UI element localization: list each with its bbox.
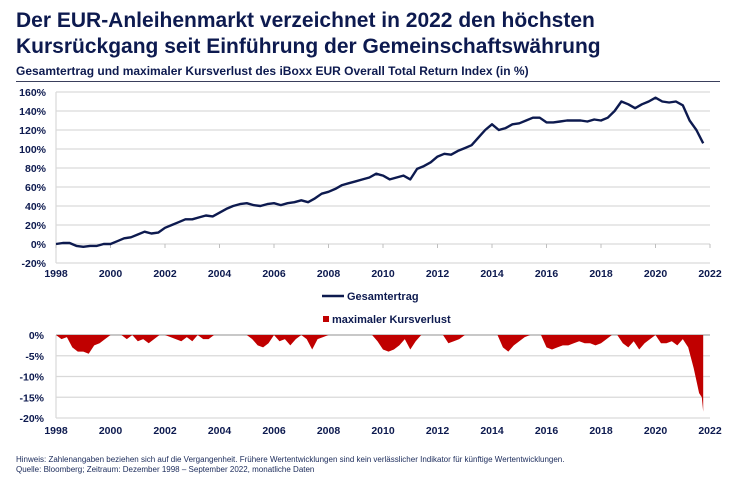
x-tick-label: 2012 [426,425,450,437]
y-tick-label: 60% [25,182,47,194]
x-tick-label: 2016 [535,268,559,280]
x-tick-label: 2008 [317,425,341,437]
y-tick-label: -5% [25,351,44,363]
legend-label-gesamtertrag: Gesamtertrag [347,291,419,303]
x-tick-label: 2006 [262,425,286,437]
legend-square-swatch [323,316,329,322]
x-tick-label: 2012 [426,268,450,280]
x-tick-label: 2010 [371,425,395,437]
x-tick-label: 1998 [44,425,68,437]
y-tick-label: 0% [31,239,47,251]
x-tick-label: 2020 [644,425,668,437]
x-tick-label: 2022 [698,425,722,437]
legend-gesamtertrag: Gesamtertrag [322,291,419,303]
top-chart-gridlines [55,91,710,264]
x-tick-label: 2016 [535,425,559,437]
chart-title-line2: Kursrückgang seit Einführung der Gemeins… [16,35,601,58]
x-tick-label: 2018 [589,268,613,280]
y-tick-label: -20% [21,258,46,270]
legend-kursverlust: maximaler Kursverlust [323,314,451,326]
bottom-chart-y-axis: 0% -5% -10% -15% -20% [19,330,44,425]
y-tick-label: 140% [19,106,47,118]
x-tick-label: 2000 [99,268,123,280]
legend-label-kursverlust: maximaler Kursverlust [332,314,451,326]
footnote-source: Quelle: Bloomberg; Zeitraum: Dezember 19… [16,465,315,474]
y-tick-label: 100% [19,144,47,156]
x-tick-label: 2008 [317,268,341,280]
x-tick-label: 2014 [480,268,504,280]
x-tick-label: 2004 [208,425,232,437]
bottom-chart-x-axis: 1998 2000 2002 2004 2006 2008 2010 2012 2014 2016… [44,425,722,437]
x-tick-label: 2022 [698,268,722,280]
y-tick-label: -20% [19,413,44,425]
x-tick-label: 2010 [371,268,395,280]
footnote-hinweis: Hinweis: Zahlenangaben beziehen sich auf… [16,455,565,464]
y-tick-label: 160% [19,87,47,99]
x-tick-label: 2004 [208,268,232,280]
series-line-gesamtertrag [55,96,705,248]
x-tick-label: 2018 [589,425,613,437]
y-tick-label: 40% [25,201,47,213]
x-tick-label: 2006 [262,268,286,280]
top-chart-x-axis: 1998 2000 2002 2004 2006 2008 2010 2012 2014 2016… [44,244,722,280]
y-tick-label: 120% [19,125,47,137]
x-tick-label: 2020 [644,268,668,280]
x-tick-label: 1998 [44,268,68,280]
x-tick-label: 2014 [480,425,504,437]
y-tick-label: -15% [19,392,44,404]
x-tick-label: 2000 [99,425,123,437]
x-tick-label: 2002 [153,268,177,280]
series-area-kursverlust [56,335,704,412]
top-chart-y-axis: -20% 0% 20% 40% 60% 80% 100% 120% 140% 160% [19,87,47,270]
header-divider [16,81,720,82]
y-tick-label: -10% [19,372,44,384]
x-tick-label: 2002 [153,425,177,437]
chart-title-line1: Der EUR-Anleihenmarkt verzeichnet in 202… [16,9,595,32]
y-tick-label: 20% [25,220,47,232]
y-tick-label: 80% [25,163,47,175]
y-tick-label: 0% [29,330,45,342]
chart-title: Der EUR-Anleihenmarkt verzeichnet in 202… [16,8,716,60]
chart-subtitle: Gesamtertrag und maximaler Kursverlust d… [16,64,529,78]
